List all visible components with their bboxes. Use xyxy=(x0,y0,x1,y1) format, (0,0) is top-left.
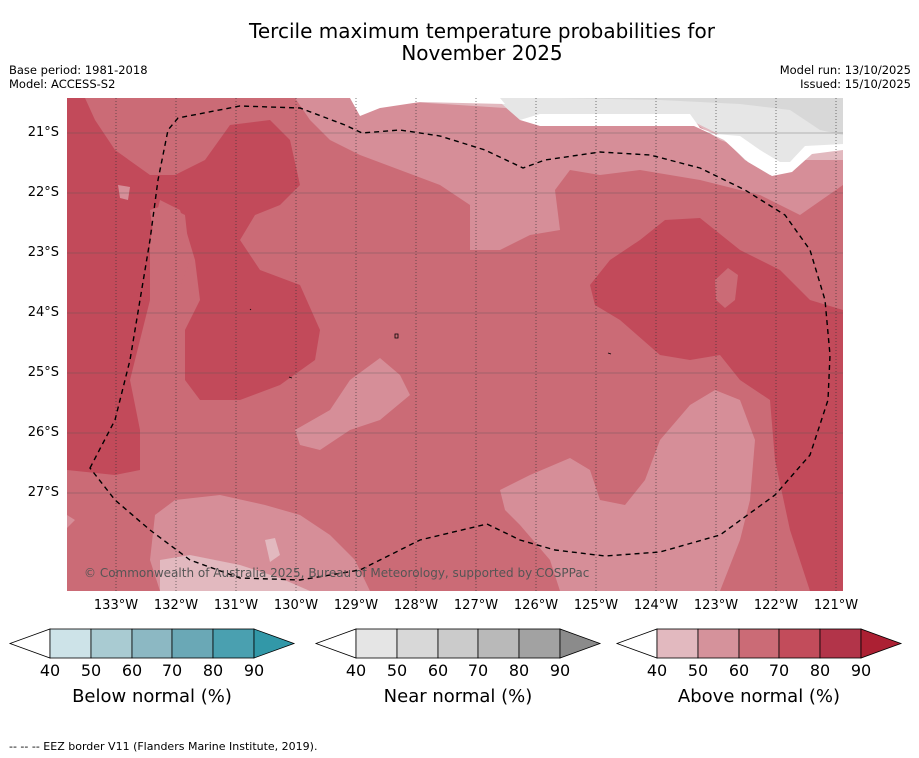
colorbar-below-swatch-1 xyxy=(49,628,92,659)
colorbar-legends xyxy=(8,628,903,659)
lat-label-25s: 25°S xyxy=(27,365,59,380)
colorbar-below-swatch-4 xyxy=(171,628,214,659)
region-above-50-southeast xyxy=(500,390,755,591)
lon-label-121w: 121°W xyxy=(813,598,859,613)
lon-label-132w: 132°W xyxy=(153,598,199,613)
colorbar-above-swatch-5 xyxy=(819,628,862,659)
lat-label-22s: 22°S xyxy=(27,185,59,200)
colorbar-above-swatch-1 xyxy=(656,628,699,659)
cb-below-tick: 50 xyxy=(80,661,102,680)
lon-label-125w: 125°W xyxy=(573,598,619,613)
region-above-40-south-2 xyxy=(265,538,280,562)
cb-below-tick: 90 xyxy=(243,661,265,680)
lat-label-23s: 23°S xyxy=(27,245,59,260)
colorbar-above-title: Above normal (%) xyxy=(677,686,841,707)
cb-below-tick: 80 xyxy=(202,661,224,680)
region-above-60-east-inner xyxy=(715,268,738,308)
copyright-notice: © Commonwealth of Australia 2025, Bureau… xyxy=(84,566,590,580)
lon-label-123w: 123°W xyxy=(693,598,739,613)
colorbar-below-low-cap xyxy=(8,628,51,659)
cb-above-tick: 60 xyxy=(728,661,750,680)
lon-label-124w: 124°W xyxy=(633,598,679,613)
probability-map xyxy=(67,98,843,591)
region-above-50-center xyxy=(295,358,410,450)
meta-right: Model run: 13/10/2025 Issued: 15/10/2025 xyxy=(780,63,911,91)
colorbar-below-swatch-3 xyxy=(131,628,173,659)
region-above-50-westedge xyxy=(67,515,75,528)
cb-near-tick: 80 xyxy=(508,661,530,680)
region-above-70-west xyxy=(67,98,320,475)
cb-above-tick: 80 xyxy=(809,661,831,680)
colorbar-near-swatch-2 xyxy=(396,628,439,659)
eez-footnote: -- -- -- EEZ border V11 (Flanders Marine… xyxy=(9,740,318,753)
colorbar-above-normal xyxy=(615,628,903,659)
region-above-50-west-spot xyxy=(118,185,130,200)
colorbar-near-high-cap xyxy=(559,628,602,659)
cb-near-tick: 60 xyxy=(427,661,449,680)
longitude-gridlines xyxy=(115,98,837,591)
cb-near-tick: 50 xyxy=(386,661,408,680)
lat-label-21s: 21°S xyxy=(27,125,59,140)
cb-above-tick: 70 xyxy=(768,661,790,680)
colorbar-below-swatch-5 xyxy=(212,628,255,659)
lon-label-129w: 129°W xyxy=(333,598,379,613)
colorbar-above-swatch-3 xyxy=(738,628,780,659)
region-above-50-north xyxy=(295,98,843,250)
region-above-70-east xyxy=(590,218,843,591)
island-markers xyxy=(249,308,612,379)
lon-label-128w: 128°W xyxy=(393,598,439,613)
colorbar-near-swatch-5 xyxy=(518,628,561,659)
colorbar-near-swatch-3 xyxy=(437,628,479,659)
colorbar-near-swatch-1 xyxy=(355,628,398,659)
cb-below-tick: 70 xyxy=(161,661,183,680)
lon-label-130w: 130°W xyxy=(273,598,319,613)
cb-above-tick: 40 xyxy=(646,661,668,680)
cb-below-tick: 60 xyxy=(121,661,143,680)
title-line-1: Tercile maximum temperature probabilitie… xyxy=(249,19,715,43)
colorbar-above-swatch-4 xyxy=(778,628,821,659)
lat-label-24s: 24°S xyxy=(27,305,59,320)
cb-above-tick: 50 xyxy=(687,661,709,680)
cb-below-tick: 40 xyxy=(39,661,61,680)
cb-near-tick: 90 xyxy=(549,661,571,680)
model-run: Model run: 13/10/2025 xyxy=(779,63,911,77)
region-no-signal-strip xyxy=(520,114,843,176)
lat-label-27s: 27°S xyxy=(27,485,59,500)
chart-title: Tercile maximum temperature probabilitie… xyxy=(0,20,919,64)
colorbar-below-normal xyxy=(8,628,296,659)
cb-near-tick: 70 xyxy=(467,661,489,680)
meta-left: Base period: 1981-2018 Model: ACCESS-S2 xyxy=(9,63,148,91)
lon-label-131w: 131°W xyxy=(213,598,259,613)
region-above-60-west-inner xyxy=(150,205,190,310)
colorbar-below-swatch-2 xyxy=(90,628,133,659)
lon-label-127w: 127°W xyxy=(453,598,499,613)
lon-label-126w: 126°W xyxy=(513,598,559,613)
lat-label-26s: 26°S xyxy=(27,425,59,440)
model-name: Model: ACCESS-S2 xyxy=(9,77,116,91)
base-period: Base period: 1981-2018 xyxy=(9,63,148,77)
colorbar-near-normal xyxy=(314,628,602,659)
colorbar-near-swatch-4 xyxy=(477,628,520,659)
colorbar-near-title: Near normal (%) xyxy=(383,686,533,707)
colorbar-below-title: Below normal (%) xyxy=(72,686,232,707)
latitude-gridlines xyxy=(67,132,843,494)
lon-label-122w: 122°W xyxy=(753,598,799,613)
cb-above-tick: 90 xyxy=(850,661,872,680)
colorbar-above-low-cap xyxy=(615,628,658,659)
issued-date: Issued: 15/10/2025 xyxy=(800,77,911,91)
title-line-2: November 2025 xyxy=(401,41,563,65)
colorbar-below-high-cap xyxy=(253,628,296,659)
colorbar-above-high-cap xyxy=(860,628,903,659)
cb-near-tick: 40 xyxy=(345,661,367,680)
region-near-normal-50 xyxy=(560,98,843,135)
region-no-signal-top xyxy=(350,98,505,116)
region-above-40-south xyxy=(160,555,310,591)
lon-label-133w: 133°W xyxy=(93,598,139,613)
colorbar-above-swatch-2 xyxy=(697,628,740,659)
eez-border xyxy=(89,105,831,581)
colorbar-near-low-cap xyxy=(314,628,357,659)
